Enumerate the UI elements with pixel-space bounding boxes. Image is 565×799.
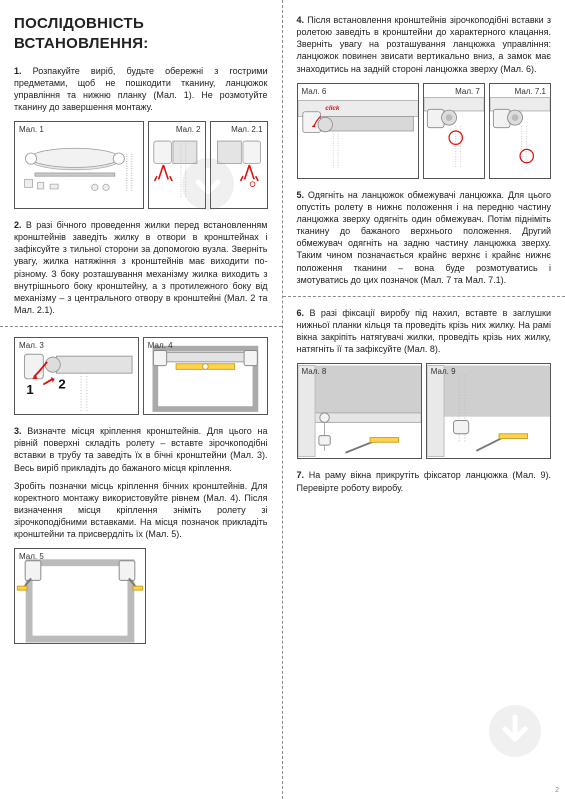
fig-label: Мал. 2	[176, 125, 201, 136]
fig-label: Мал. 5	[19, 552, 44, 563]
fig-label: Мал. 8	[302, 367, 327, 378]
svg-text:2: 2	[58, 376, 65, 391]
fig-label: Мал. 7	[455, 87, 480, 98]
figure-3: Мал. 3 2 1	[14, 337, 139, 415]
step-2: 2. В разі бічного проведення жилки перед…	[14, 219, 268, 316]
fig-label: Мал. 3	[19, 341, 44, 352]
figure-7: Мал. 7	[423, 83, 485, 179]
fig-label: Мал. 4	[148, 341, 173, 352]
fig-label: Мал. 6	[302, 87, 327, 98]
fig-label: Мал. 2.1	[231, 125, 262, 136]
step-3a: 3. Визначте місця кріплення кронштейнів.…	[14, 425, 268, 474]
figure-7-1: Мал. 7.1	[489, 83, 551, 179]
fig-label: Мал. 7.1	[515, 87, 546, 98]
step-6: 6. В разі фіксації виробу під нахил, вст…	[297, 307, 552, 356]
figure-1: Мал. 1	[14, 121, 144, 209]
step-5: 5. Одягніть на ланцюжок обмежувачі ланцю…	[297, 189, 552, 286]
step-7: 7. На раму вікна прикрутіть фіксатор лан…	[297, 469, 552, 493]
fig-label: Мал. 9	[431, 367, 456, 378]
watermark-icon	[487, 703, 543, 759]
svg-text:click: click	[325, 105, 340, 112]
svg-text:1: 1	[26, 382, 33, 397]
figure-6: Мал. 6 click	[297, 83, 419, 179]
page-number: 2	[555, 786, 559, 795]
figure-5: Мал. 5	[14, 548, 146, 644]
step-4: 4. Після встановлення кронштейнів зірочк…	[297, 14, 552, 75]
figure-4: Мал. 4	[143, 337, 268, 415]
watermark-icon	[180, 156, 236, 212]
step-1: 1. Розпакуйте виріб, будьте обережні з г…	[14, 65, 268, 114]
fig-label: Мал. 1	[19, 125, 44, 136]
step-3b: Зробіть позначки місць кріплення бічних …	[14, 480, 268, 541]
figure-8: Мал. 8	[297, 363, 422, 459]
figure-9: Мал. 9	[426, 363, 551, 459]
page-title: ПОСЛІДОВНІСТЬ ВСТАНОВЛЕННЯ:	[14, 14, 268, 55]
